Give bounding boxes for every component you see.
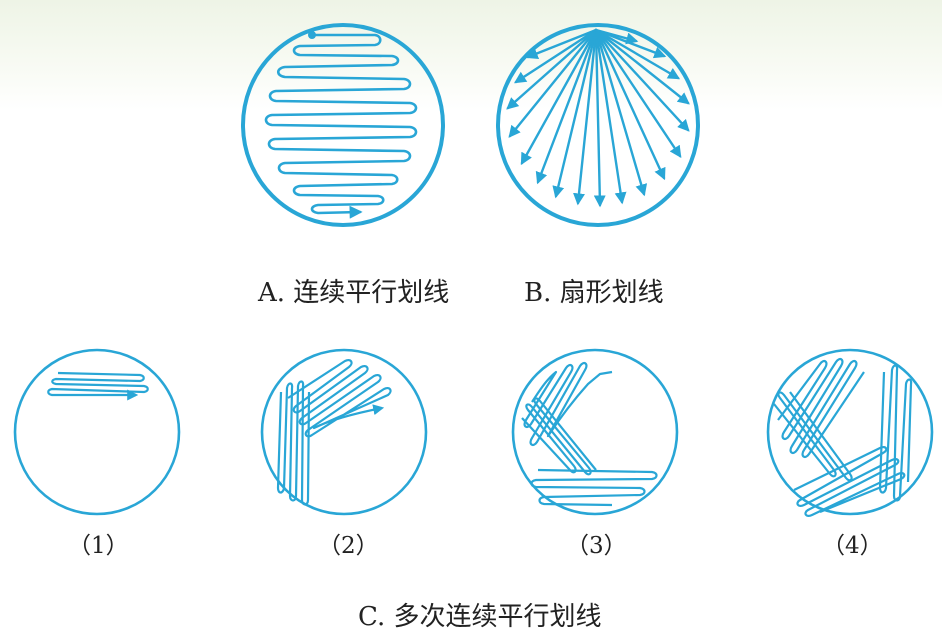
- plate-b-rim: [496, 23, 700, 227]
- plate-c2-rim: [260, 348, 428, 516]
- header-band: [0, 0, 942, 110]
- plate-a: [241, 23, 445, 227]
- plate-c4-streak-4: [793, 445, 906, 518]
- step-label-4: （4）: [822, 533, 883, 559]
- plate-c4-streak-3: [878, 364, 913, 502]
- plate-c4-rim: [766, 348, 934, 516]
- plate-a-streak: [264, 33, 418, 219]
- plate-b-fan-lines: [506, 28, 690, 208]
- plate-c3-rim: [511, 348, 679, 516]
- plate-c1-streak: [47, 371, 149, 401]
- plate-c1-rim: [13, 348, 181, 516]
- plate-c1: [13, 348, 181, 516]
- caption-b: B. 扇形划线: [524, 278, 664, 308]
- caption-c: C. 多次连续平行划线: [358, 602, 602, 632]
- step-label-1: （1）: [68, 533, 129, 559]
- caption-a: A. 连续平行划线: [258, 278, 450, 308]
- plate-c2-streak-1: [276, 380, 311, 506]
- plate-c4-streak-2: [773, 391, 853, 482]
- plate-c3-streak-3: [530, 468, 658, 507]
- step-label-2: （2）: [318, 533, 379, 559]
- plate-a-start-dot: [308, 31, 316, 39]
- plate-c3-streak-1: [523, 361, 613, 447]
- plate-c2-streak-2: [287, 359, 392, 438]
- plate-c2: [260, 348, 428, 516]
- plate-c3: [511, 348, 679, 516]
- plate-b: [496, 23, 700, 227]
- plate-c4: [766, 348, 934, 518]
- plate-c4-streak-1: [777, 357, 865, 459]
- plate-a-rim: [241, 23, 445, 227]
- step-label-3: （3）: [566, 533, 627, 559]
